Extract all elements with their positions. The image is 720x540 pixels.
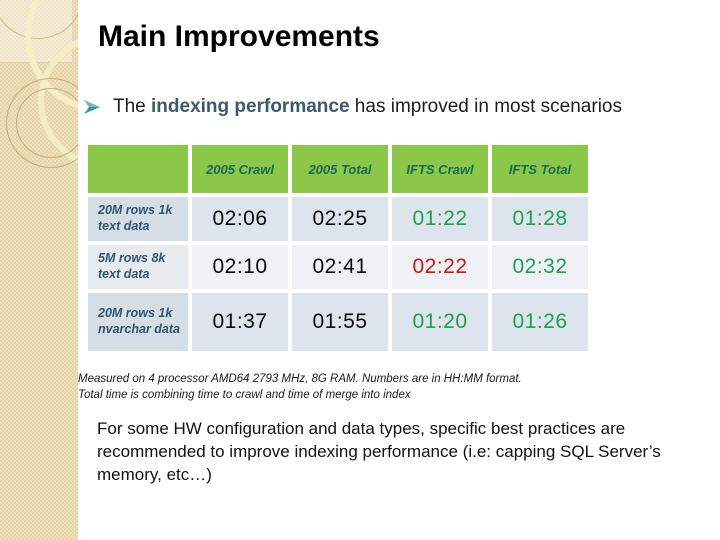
table-value: 01:28 <box>492 197 588 241</box>
table-value: 02:32 <box>492 245 588 289</box>
bullet-line: The indexing performance has improved in… <box>84 94 684 120</box>
table-corner-cell <box>88 145 188 193</box>
column-header: IFTS Crawl <box>392 145 488 193</box>
column-header: IFTS Total <box>492 145 588 193</box>
row-header: 5M rows 8k text data <box>88 245 188 289</box>
footnote: Measured on 4 processor AMD64 2793 MHz, … <box>78 371 522 403</box>
table-value: 02:25 <box>292 197 388 241</box>
bullet-text-prefix: The <box>113 96 152 117</box>
table-value: 01:20 <box>392 293 488 351</box>
slide-title: Main Improvements <box>98 20 380 53</box>
bullet-text-suffix: has improved in most scenarios <box>349 96 622 117</box>
column-header: 2005 Total <box>292 145 388 193</box>
table-value: 02:41 <box>292 245 388 289</box>
footnote-line-1: Measured on 4 processor AMD64 2793 MHz, … <box>78 373 522 385</box>
footnote-line-2: Total time is combining time to crawl an… <box>78 389 411 401</box>
table-value: 01:55 <box>292 293 388 351</box>
table-value: 02:22 <box>392 245 488 289</box>
table-value: 01:22 <box>392 197 488 241</box>
decorative-ring <box>16 88 78 158</box>
table-value: 01:26 <box>492 293 588 351</box>
table-value: 02:10 <box>192 245 288 289</box>
table-value: 01:37 <box>192 293 288 351</box>
decorative-side-band <box>0 0 78 540</box>
row-header: 20M rows 1k nvarchar data <box>88 293 188 351</box>
body-paragraph: For some HW configuration and data types… <box>97 419 661 484</box>
row-header: 20M rows 1k text data <box>88 197 188 241</box>
table-value: 02:06 <box>192 197 288 241</box>
column-header: 2005 Crawl <box>192 145 288 193</box>
arrow-bullet-icon <box>84 100 100 114</box>
bullet-text-emphasis: indexing performance <box>151 96 350 117</box>
bullet-text: The indexing performance has improved in… <box>113 94 622 120</box>
performance-table: 2005 Crawl 2005 Total IFTS Crawl IFTS To… <box>88 145 588 351</box>
